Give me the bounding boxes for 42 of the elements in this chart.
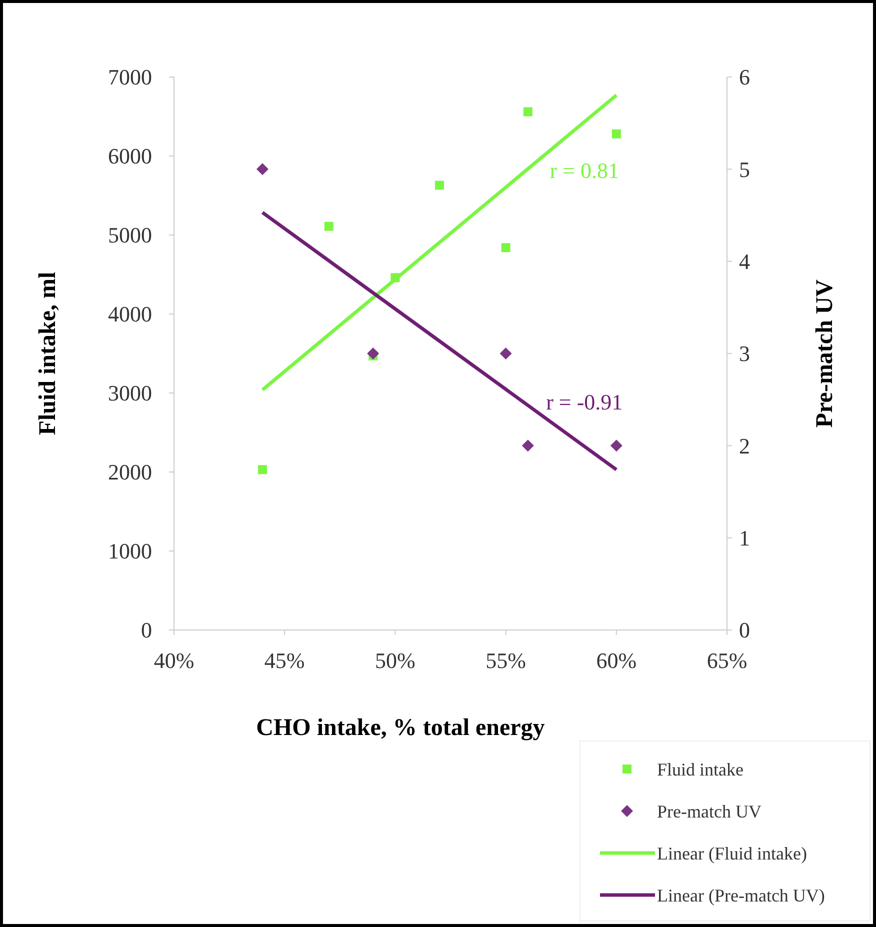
point [324,222,334,231]
y2-tick-label: 2 [739,433,750,458]
x-axis-title: CHO intake, % total energy [256,715,545,741]
x-tick-label: 50% [375,648,416,673]
y-tick-label: 1000 [108,538,152,564]
legend-label: Linear (Fluid intake) [657,843,807,864]
y-tick-label: 4000 [108,302,152,327]
y-tick-label: 2000 [108,460,152,485]
legend-label: Linear (Pre-match UV) [657,885,825,906]
y2-tick-label: 6 [739,64,750,90]
y2-tick-label: 5 [739,156,750,182]
annotation: r = 0.81 [550,158,620,183]
point [390,273,400,282]
x-tick-label: 60% [596,648,637,673]
y2-tick-label: 1 [739,526,750,551]
x-tick-label: 45% [264,648,305,673]
point [256,163,268,176]
point [522,440,534,452]
y-axis-title: Fluid intake, ml [35,271,61,436]
point [523,107,532,116]
y2-tick-label: 4 [739,249,750,274]
point [610,440,622,452]
point [367,348,380,360]
y-tick-label: 5000 [108,222,152,248]
y2-tick-label: 0 [739,618,750,643]
y-tick-label: 3000 [108,380,152,406]
point [258,465,267,474]
x-tick-label: 55% [486,648,526,673]
y2-tick-label: 3 [739,341,750,366]
y-tick-label: 6000 [108,144,152,169]
point [434,180,444,190]
legend-label: Pre-match UV [657,801,762,822]
y-tick-label: 7000 [108,64,152,90]
x-tick-label: 65% [706,648,748,673]
y-tick-label: 0 [141,618,152,643]
annotation: r = -0.91 [546,389,623,414]
point [501,243,510,252]
point [612,129,621,138]
x-tick-label: 40% [154,648,194,673]
legend-label: Fluid intake [657,759,744,780]
point [500,348,512,360]
y2-axis-title: Pre-match UV [812,278,838,428]
